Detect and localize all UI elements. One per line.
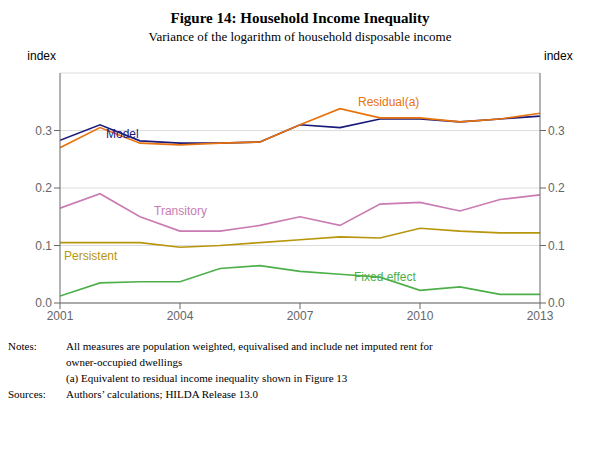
html-text:Notes:: Notes: [8,340,37,352]
svg-text:Transitory: Transitory [154,204,207,218]
html-text:owner-occupied dwellings: owner-occupied dwellings [66,356,183,368]
svg-text:Fixed effect: Fixed effect [354,270,416,284]
svg-text:0.2: 0.2 [548,181,565,195]
svg-text:2013: 2013 [527,309,554,323]
html-text:Authors’ calculations; HILDA R: Authors’ calculations; HILDA Release 13.… [66,388,258,400]
html-text:(a) Equivalent to residual inc: (a) Equivalent to residual income inequa… [66,372,348,384]
svg-text:0.3: 0.3 [35,124,52,138]
svg-text:0.1: 0.1 [35,239,52,253]
html-text:Sources:: Sources: [8,388,46,400]
svg-text:0.3: 0.3 [548,124,565,138]
html-text:index: index [27,49,56,63]
svg-text:2007: 2007 [287,309,314,323]
svg-text:Persistent: Persistent [64,249,118,263]
svg-text:Model: Model [106,127,139,141]
html-text:All measures are population we: All measures are population weighted, eq… [66,340,433,352]
svg-text:0.0: 0.0 [548,296,565,310]
svg-text:2004: 2004 [167,309,194,323]
html-text:Variance of the logarithm of h: Variance of the logarithm of household d… [148,29,452,44]
svg-text:2001: 2001 [47,309,74,323]
html-text:Figure 14: Household Income In: Figure 14: Household Income Inequality [170,10,430,26]
svg-text:0.2: 0.2 [35,181,52,195]
svg-text:0.1: 0.1 [548,239,565,253]
svg-text:0.0: 0.0 [35,296,52,310]
svg-text:2010: 2010 [407,309,434,323]
html-text:index: index [544,49,573,63]
svg-text:Residual(a): Residual(a) [358,95,419,109]
